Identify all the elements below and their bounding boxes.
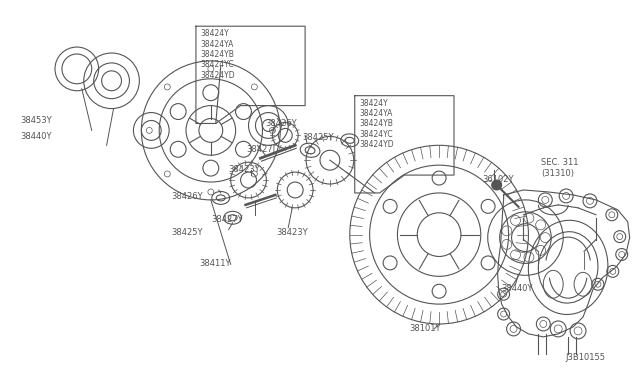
Text: 38423Y: 38423Y bbox=[228, 165, 260, 174]
Text: 38440Y: 38440Y bbox=[502, 284, 533, 293]
Text: 38424Y
38424YA
38424YB
38424YC
38424YD: 38424Y 38424YA 38424YB 38424YC 38424YD bbox=[201, 29, 236, 80]
Text: 38426Y: 38426Y bbox=[266, 119, 297, 128]
Text: 38426Y: 38426Y bbox=[171, 192, 203, 201]
Text: 38425Y: 38425Y bbox=[302, 134, 333, 142]
Text: 38424Y
38424YA
38424YB
38424YC
38424YD: 38424Y 38424YA 38424YB 38424YC 38424YD bbox=[360, 99, 394, 149]
Text: 38453Y: 38453Y bbox=[20, 116, 52, 125]
Text: 38423Y: 38423Y bbox=[276, 228, 308, 237]
Circle shape bbox=[492, 180, 502, 190]
Text: 38427J: 38427J bbox=[246, 145, 276, 154]
Text: 38440Y: 38440Y bbox=[20, 132, 52, 141]
Text: 38425Y: 38425Y bbox=[171, 228, 203, 237]
Text: 38101Y: 38101Y bbox=[410, 324, 441, 333]
Text: J3B10155: J3B10155 bbox=[565, 353, 605, 362]
Text: 36102Y: 36102Y bbox=[483, 175, 515, 184]
Text: SEC. 311
(31310): SEC. 311 (31310) bbox=[541, 158, 579, 177]
Text: 38411Y: 38411Y bbox=[199, 259, 230, 269]
Text: 38427Y: 38427Y bbox=[211, 215, 243, 224]
